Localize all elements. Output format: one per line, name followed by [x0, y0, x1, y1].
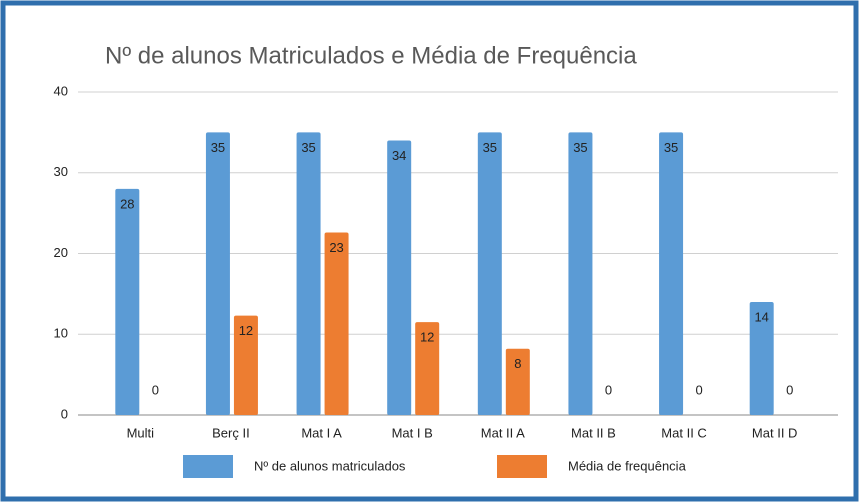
y-tick-label: 10 [54, 326, 68, 341]
bar [415, 322, 440, 415]
data-label: 14 [754, 309, 768, 324]
x-tick-label: Mat II A [481, 425, 525, 440]
data-label: 35 [211, 140, 225, 155]
data-label: 8 [514, 356, 521, 371]
legend-swatch [497, 455, 547, 478]
data-label: 35 [664, 140, 678, 155]
bar [477, 132, 502, 415]
data-label: 12 [239, 323, 253, 338]
legend-label: Nº de alunos matriculados [254, 458, 406, 473]
data-label: 35 [483, 140, 497, 155]
x-tick-label: Mat I A [301, 425, 342, 440]
bar [505, 348, 530, 415]
bar [659, 132, 684, 415]
legend-label: Média de frequência [568, 458, 687, 473]
data-label: 12 [420, 330, 434, 345]
x-tick-label: Mat II B [571, 425, 616, 440]
data-label: 0 [605, 382, 612, 397]
bar [749, 301, 774, 415]
y-tick-label: 20 [54, 245, 68, 260]
x-tick-label: Multi [127, 425, 155, 440]
x-tick-label: Mat II D [752, 425, 798, 440]
bar [568, 132, 593, 415]
bar [205, 132, 230, 415]
data-label: 28 [120, 196, 134, 211]
data-label: 23 [329, 240, 343, 255]
bar [115, 188, 140, 415]
data-label: 35 [301, 140, 315, 155]
bar [387, 140, 412, 415]
y-tick-label: 0 [61, 406, 68, 421]
y-tick-label: 30 [54, 164, 68, 179]
bar [233, 315, 258, 415]
data-label: 34 [392, 148, 406, 163]
data-label: 35 [573, 140, 587, 155]
x-tick-label: Berç II [212, 425, 250, 440]
bar [296, 132, 321, 415]
y-tick-label: 40 [54, 83, 68, 98]
bar [324, 232, 349, 415]
data-label: 0 [786, 382, 793, 397]
x-tick-label: Mat I B [392, 425, 433, 440]
legend-swatch [183, 455, 233, 478]
data-label: 0 [695, 382, 702, 397]
data-label: 0 [152, 382, 159, 397]
x-tick-label: Mat II C [661, 425, 707, 440]
chart-title: Nº de alunos Matriculados e Média de Fre… [105, 42, 637, 69]
